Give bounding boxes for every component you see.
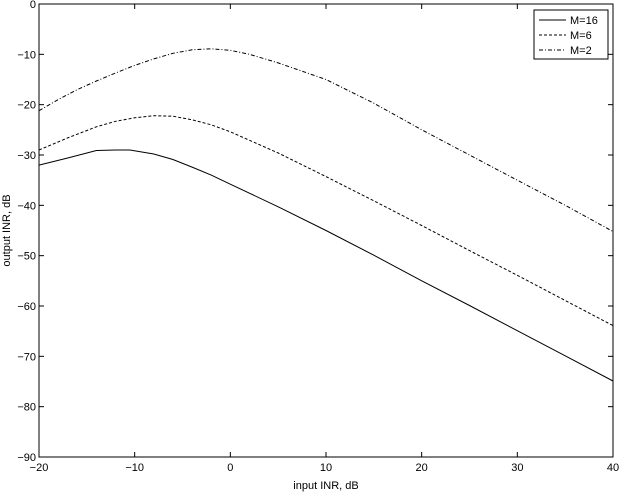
x-tick-label: 10 [320,462,332,474]
y-tick-label: −50 [17,251,36,263]
y-tick-label: 0 [30,0,36,11]
x-tick-label: −10 [125,462,144,474]
x-tick-label: 0 [227,462,233,474]
series-lines [38,48,614,382]
x-axis-label: input INR, dB [293,480,358,492]
y-tick-label: −20 [17,100,36,112]
x-tick-label: 30 [511,462,523,474]
series-line-m-6 [38,115,614,327]
y-tick-label: −90 [17,452,36,464]
tick-labels: −20 −10 0 10 20 30 40 0 −10 −20 −30 −40 −50 −60 −70 −80… [17,0,619,474]
y-tick-label: −60 [17,301,36,313]
legend-label: M=2 [570,45,592,57]
y-tick-label: −80 [17,402,36,414]
series-line-m-16 [38,149,614,382]
y-tick-label: −10 [17,49,36,61]
x-tick-label: −20 [30,462,49,474]
legend: M=16 M=6 M=2 [533,9,609,60]
y-tick-label: −30 [17,150,36,162]
axis-ticks [38,3,614,458]
y-axis-label: output INR, dB [1,194,13,266]
legend-label: M=6 [570,30,592,42]
x-tick-label: 40 [607,462,619,474]
y-tick-label: −40 [17,200,36,212]
x-tick-label: 20 [416,462,428,474]
legend-label: M=16 [570,15,598,27]
y-tick-label: −70 [17,351,36,363]
